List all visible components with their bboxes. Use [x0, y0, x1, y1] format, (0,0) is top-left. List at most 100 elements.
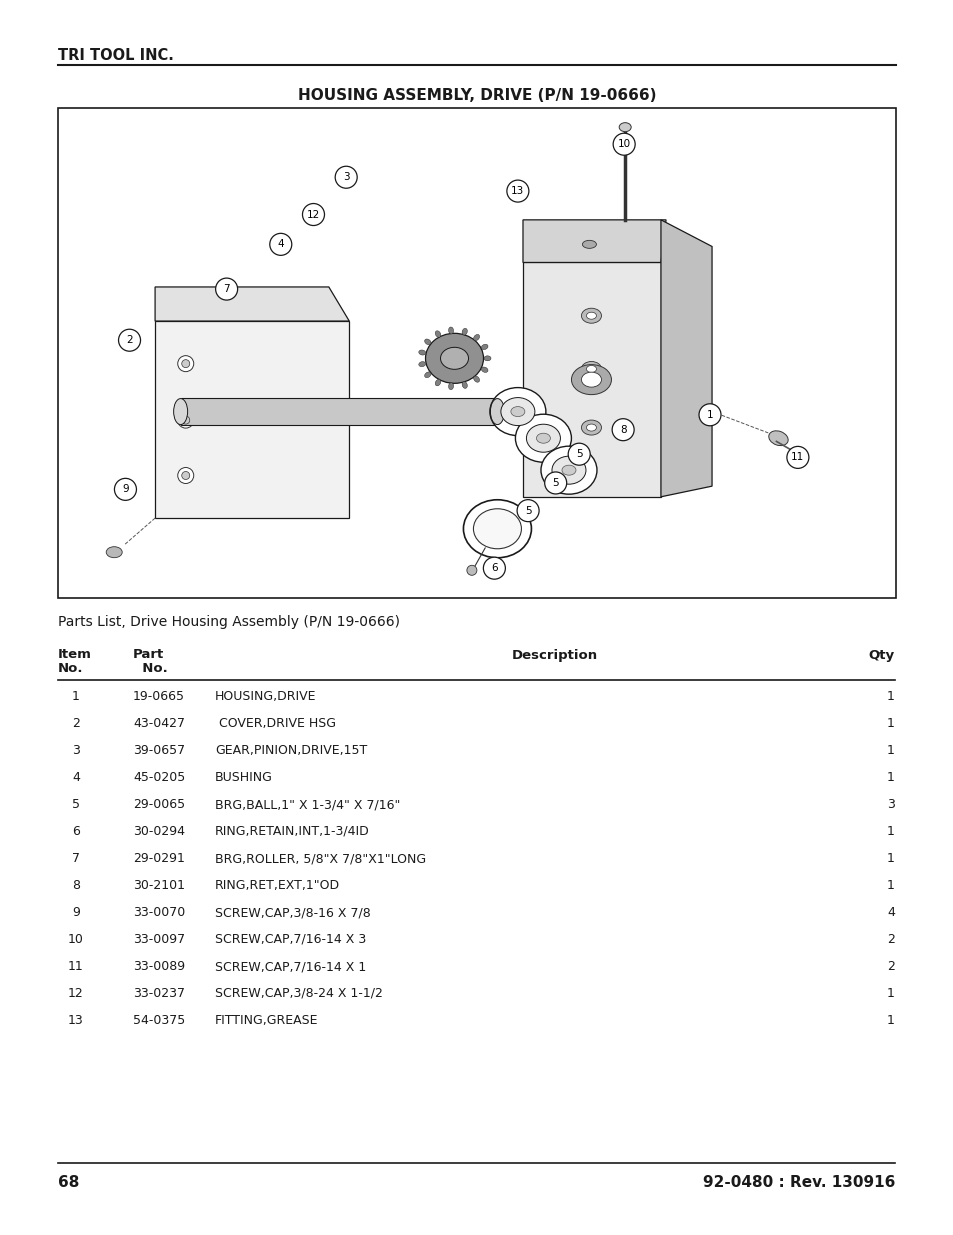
Text: Qty: Qty [868, 648, 894, 662]
Circle shape [517, 500, 538, 521]
Ellipse shape [440, 347, 468, 369]
Text: 1: 1 [886, 718, 894, 730]
Text: 9: 9 [122, 484, 129, 494]
Text: 33-0089: 33-0089 [132, 960, 185, 973]
Ellipse shape [483, 356, 491, 361]
Text: 2: 2 [886, 932, 894, 946]
Text: COVER,DRIVE HSG: COVER,DRIVE HSG [214, 718, 335, 730]
Ellipse shape [580, 372, 600, 387]
Text: 43-0427: 43-0427 [132, 718, 185, 730]
Text: 33-0070: 33-0070 [132, 906, 185, 919]
Text: 1: 1 [886, 743, 894, 757]
Circle shape [544, 472, 566, 494]
Text: BRG,BALL,1" X 1-3/4" X 7/16": BRG,BALL,1" X 1-3/4" X 7/16" [214, 798, 400, 811]
Circle shape [177, 356, 193, 372]
Ellipse shape [418, 350, 425, 354]
Text: 29-0065: 29-0065 [132, 798, 185, 811]
Circle shape [335, 167, 356, 188]
Polygon shape [660, 220, 711, 496]
Ellipse shape [425, 333, 483, 383]
Ellipse shape [473, 335, 479, 341]
Ellipse shape [106, 547, 122, 558]
Ellipse shape [418, 362, 425, 367]
Circle shape [118, 330, 140, 351]
Text: 1: 1 [886, 852, 894, 864]
Text: 3: 3 [72, 743, 80, 757]
Text: 45-0205: 45-0205 [132, 771, 185, 784]
Circle shape [612, 419, 634, 441]
Polygon shape [155, 321, 349, 519]
Text: Description: Description [512, 648, 598, 662]
Text: 11: 11 [790, 452, 803, 462]
Circle shape [182, 416, 190, 424]
Ellipse shape [618, 122, 631, 132]
Text: 4: 4 [277, 240, 284, 249]
Text: 2: 2 [126, 335, 132, 346]
Text: Parts List, Drive Housing Assembly (P/N 19-0666): Parts List, Drive Housing Assembly (P/N … [58, 615, 399, 629]
Text: Part: Part [132, 648, 164, 661]
Text: No.: No. [132, 662, 168, 676]
Ellipse shape [461, 382, 467, 388]
Circle shape [215, 278, 237, 300]
Ellipse shape [473, 375, 479, 382]
Text: TRI TOOL INC.: TRI TOOL INC. [58, 48, 173, 63]
Polygon shape [522, 220, 665, 263]
Ellipse shape [526, 424, 559, 452]
Text: 12: 12 [307, 210, 320, 220]
Text: 10: 10 [617, 140, 630, 149]
Text: RING,RET,EXT,1"OD: RING,RET,EXT,1"OD [214, 879, 340, 892]
Ellipse shape [473, 509, 521, 548]
Text: 30-2101: 30-2101 [132, 879, 185, 892]
Text: BUSHING: BUSHING [214, 771, 273, 784]
Text: 1: 1 [886, 987, 894, 1000]
Text: 30-0294: 30-0294 [132, 825, 185, 839]
Ellipse shape [463, 500, 531, 558]
Text: 8: 8 [619, 425, 626, 435]
Ellipse shape [448, 383, 453, 390]
Text: 11: 11 [68, 960, 84, 973]
Text: RING,RETAIN,INT,1-3/4ID: RING,RETAIN,INT,1-3/4ID [214, 825, 370, 839]
Text: 5: 5 [71, 798, 80, 811]
Bar [58, 107, 895, 598]
Text: 33-0237: 33-0237 [132, 987, 185, 1000]
Text: 5: 5 [552, 478, 558, 488]
Ellipse shape [768, 431, 787, 446]
Circle shape [177, 412, 193, 429]
Text: 7: 7 [223, 284, 230, 294]
Ellipse shape [580, 309, 600, 324]
Ellipse shape [552, 456, 585, 484]
Text: 54-0375: 54-0375 [132, 1014, 185, 1028]
Text: 19-0665: 19-0665 [132, 690, 185, 703]
Text: 92-0480 : Rev. 130916: 92-0480 : Rev. 130916 [702, 1174, 894, 1191]
Circle shape [270, 233, 292, 256]
Text: 4: 4 [886, 906, 894, 919]
Text: 1: 1 [886, 825, 894, 839]
Text: 4: 4 [72, 771, 80, 784]
Ellipse shape [536, 433, 550, 443]
Ellipse shape [448, 327, 453, 333]
Circle shape [114, 478, 136, 500]
Ellipse shape [581, 241, 596, 248]
Text: 39-0657: 39-0657 [132, 743, 185, 757]
Text: 10: 10 [68, 932, 84, 946]
Circle shape [506, 180, 528, 203]
Ellipse shape [515, 414, 571, 462]
Ellipse shape [586, 424, 596, 431]
Text: 12: 12 [68, 987, 84, 1000]
Text: No.: No. [58, 662, 84, 676]
Text: 68: 68 [58, 1174, 79, 1191]
Text: Item: Item [58, 648, 91, 661]
Text: SCREW,CAP,7/16-14 X 1: SCREW,CAP,7/16-14 X 1 [214, 960, 366, 973]
Circle shape [699, 404, 720, 426]
Ellipse shape [435, 331, 440, 337]
Text: FITTING,GREASE: FITTING,GREASE [214, 1014, 318, 1028]
Circle shape [568, 443, 590, 466]
Circle shape [483, 557, 505, 579]
Text: 7: 7 [71, 852, 80, 864]
Ellipse shape [580, 362, 600, 377]
Text: 5: 5 [576, 450, 582, 459]
Text: 5: 5 [524, 505, 531, 516]
Text: 1: 1 [886, 1014, 894, 1028]
Text: GEAR,PINION,DRIVE,15T: GEAR,PINION,DRIVE,15T [214, 743, 367, 757]
Circle shape [302, 204, 324, 226]
